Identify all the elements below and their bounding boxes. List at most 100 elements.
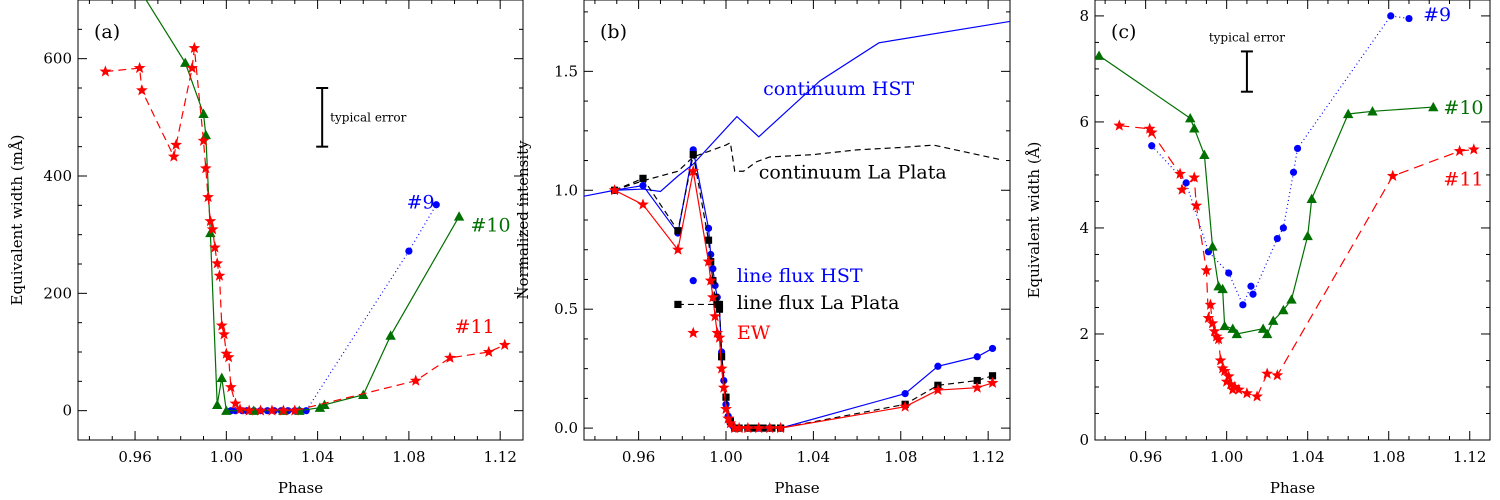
data-point <box>1199 149 1210 159</box>
series-line <box>584 20 1010 197</box>
y-tick-label: 0.0 <box>554 419 578 437</box>
series--11 <box>1113 119 1480 402</box>
data-point <box>1273 234 1281 243</box>
data-point <box>1228 380 1241 392</box>
x-tick-label: 1.08 <box>392 448 425 466</box>
data-point <box>432 201 440 209</box>
data-point <box>1216 362 1229 374</box>
y-tick-label: 0 <box>1079 431 1089 449</box>
data-point <box>932 383 944 396</box>
x-tick-label: 0.96 <box>118 448 151 466</box>
data-point <box>198 108 209 118</box>
data-point <box>1219 320 1230 331</box>
data-point <box>229 397 242 409</box>
data-point <box>718 353 726 361</box>
data-point <box>988 344 997 353</box>
data-point <box>202 190 214 203</box>
data-point <box>689 150 697 159</box>
data-point <box>704 224 713 232</box>
data-point <box>704 274 717 286</box>
x-tick-label: 0.96 <box>622 448 655 466</box>
error-bar-label: typical error <box>330 110 406 124</box>
x-tick-label: 1.12 <box>971 448 1004 466</box>
panel-label: (a) <box>94 21 120 43</box>
data-point <box>1214 354 1227 366</box>
y-tick-label: 8 <box>1079 7 1089 25</box>
data-point <box>186 61 198 74</box>
x-tick-label: 1.04 <box>797 448 830 466</box>
x-tick-label: 1.00 <box>1210 448 1243 466</box>
data-point <box>934 362 942 370</box>
y-tick-label: 0 <box>62 402 72 420</box>
data-point <box>1386 169 1399 182</box>
series-line <box>1151 15 1410 307</box>
series-label: #9 <box>1423 4 1451 26</box>
data-point <box>1174 167 1186 179</box>
panel-b: 0.96 1.00 1.04 1.08 1.12 0.0 0.5 1.0 1.5 Phase Nor… <box>514 0 1011 497</box>
series-label: #10 <box>1443 97 1483 119</box>
data-point <box>1257 323 1269 333</box>
series-ew <box>608 165 999 434</box>
data-point <box>1208 325 1221 337</box>
plot-area <box>1095 12 1480 402</box>
data-point <box>1261 328 1273 339</box>
data-point <box>702 255 715 267</box>
data-point <box>733 421 745 434</box>
data-point <box>1261 367 1274 379</box>
data-point <box>482 345 495 358</box>
data-point <box>1227 323 1238 333</box>
x-tick-label: 1.12 <box>483 448 516 466</box>
y-tick-label: 0.5 <box>554 300 578 318</box>
data-point <box>1225 269 1233 277</box>
series--9 <box>227 201 440 415</box>
data-point <box>1218 364 1231 377</box>
data-point <box>1231 328 1242 339</box>
data-point <box>707 291 719 303</box>
data-point <box>720 376 728 385</box>
data-point <box>728 421 741 434</box>
data-point <box>988 372 997 380</box>
data-point <box>1190 199 1203 211</box>
y-tick-label: 400 <box>43 167 72 185</box>
data-point <box>1268 315 1279 325</box>
data-point <box>498 338 511 350</box>
data-point <box>212 399 223 409</box>
data-point <box>1200 264 1213 276</box>
data-point <box>170 138 183 150</box>
data-point <box>637 198 649 210</box>
data-point <box>1220 375 1233 387</box>
data-point <box>973 353 981 361</box>
legend-marker <box>689 277 697 285</box>
data-point <box>774 421 787 434</box>
x-tick-label: 1.12 <box>1453 448 1486 466</box>
data-point <box>1182 179 1190 187</box>
data-point <box>1207 241 1218 251</box>
series-label: #9 <box>407 191 435 213</box>
data-point <box>211 257 224 269</box>
data-point <box>453 211 465 221</box>
data-point <box>1224 378 1237 390</box>
data-point <box>1145 126 1158 138</box>
panel-label: (c) <box>1111 21 1136 43</box>
y-tick-label: 2 <box>1079 325 1089 343</box>
data-point <box>1202 311 1215 324</box>
series-line <box>614 141 1000 191</box>
data-point <box>1143 122 1156 134</box>
legend-marker <box>715 300 724 309</box>
data-point <box>639 174 647 182</box>
series-line <box>1098 55 1434 336</box>
data-point <box>218 328 230 340</box>
y-axis-label: Equivalent width (Å) <box>1025 142 1043 299</box>
data-point <box>715 362 728 374</box>
panel-c: 0.96 1.00 1.04 1.08 1.12 0 2 4 6 8 Phase Equivalent… <box>1025 0 1491 497</box>
data-point <box>319 399 330 409</box>
legend-marker <box>687 326 700 338</box>
data-point <box>986 376 999 388</box>
data-point <box>608 184 621 196</box>
data-point <box>216 372 227 382</box>
data-point <box>1204 298 1217 310</box>
data-point <box>1212 333 1225 345</box>
x-axis-label: Phase <box>278 479 323 497</box>
data-point <box>288 404 301 416</box>
series-label: #10 <box>471 215 511 237</box>
